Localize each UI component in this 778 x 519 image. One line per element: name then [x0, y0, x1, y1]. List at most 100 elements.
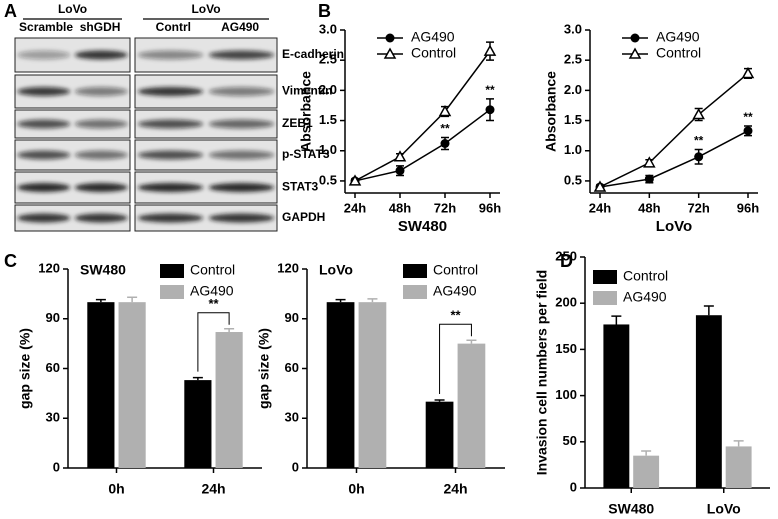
error-bar: [224, 327, 235, 333]
error-bar: [192, 376, 203, 381]
blot-band: [137, 87, 204, 96]
significance: **: [485, 83, 495, 97]
significance: **: [208, 296, 219, 311]
blot-band: [137, 213, 204, 223]
marker: [348, 174, 362, 186]
marker: [644, 174, 654, 184]
x-tick-label: 72h: [687, 200, 709, 215]
blot-group-label: LoVo: [191, 2, 220, 16]
error-bar: [367, 298, 378, 303]
x-tick-label: 96h: [479, 200, 501, 215]
y-tick-label: 0.5: [564, 172, 582, 187]
y-axis-label: Absorbance: [298, 71, 314, 152]
blot-group-label: LoVo: [58, 2, 87, 16]
chart-title: SW480: [80, 262, 126, 278]
y-tick-label: 200: [555, 295, 577, 310]
y-tick-label: 90: [285, 310, 299, 325]
marker: [743, 126, 753, 136]
error-bar: [127, 296, 138, 303]
significance: **: [450, 308, 461, 323]
marker: [395, 166, 405, 176]
error-bar: [703, 305, 714, 316]
marker: [741, 66, 755, 79]
y-tick-label: 250: [555, 248, 577, 263]
bar: [118, 302, 146, 468]
lane-label: Contrl: [156, 20, 191, 34]
marker: [628, 47, 642, 59]
y-tick-label: 60: [46, 360, 60, 375]
y-tick-label: 150: [555, 341, 577, 356]
y-tick-label: 30: [285, 410, 299, 425]
y-tick-label: 0: [570, 479, 577, 494]
blot-band: [137, 150, 204, 160]
x-tick-label: 24h: [589, 200, 611, 215]
legend-swatch: [160, 264, 184, 278]
blot-band: [74, 213, 128, 223]
marker: [393, 150, 407, 162]
significance: **: [440, 122, 450, 136]
bar: [725, 446, 752, 488]
protein-label: ZEB1: [282, 116, 313, 130]
y-tick-label: 90: [46, 310, 60, 325]
x-tick-label: SW480: [608, 501, 654, 517]
marker: [692, 107, 705, 120]
legend-swatch: [593, 291, 617, 305]
marker: [483, 44, 497, 56]
y-tick-label: 100: [555, 387, 577, 402]
significance-bracket: [197, 312, 230, 372]
x-tick-label: 48h: [638, 200, 660, 215]
x-tick-label: 96h: [737, 200, 759, 215]
x-tick-label: 0h: [108, 481, 124, 497]
marker: [593, 180, 607, 192]
panel-label: D: [560, 251, 573, 271]
y-tick-label: 1.0: [319, 142, 337, 157]
bar: [184, 380, 212, 468]
protein-label: GAPDH: [282, 210, 325, 224]
blot-band: [74, 183, 128, 192]
bar: [603, 324, 630, 488]
error-bar: [641, 450, 652, 456]
legend-label: Control: [623, 268, 668, 284]
y-tick-label: 2.5: [564, 52, 582, 67]
blot-band: [137, 50, 204, 60]
y-tick-label: 3.0: [319, 21, 337, 36]
error-bar: [466, 339, 477, 344]
blot-band: [137, 119, 204, 129]
error-bar: [335, 298, 346, 303]
blot-band: [208, 50, 275, 60]
bar: [358, 302, 387, 468]
protein-label: E-cadherin: [282, 47, 344, 61]
legend-swatch: [593, 270, 617, 284]
y-tick-label: 2.0: [564, 82, 582, 97]
marker: [385, 33, 395, 43]
y-axis-label: gap size (%): [17, 328, 33, 409]
blot-band: [74, 119, 128, 129]
legend-swatch: [403, 285, 427, 299]
x-axis-label: SW480: [398, 218, 447, 235]
x-tick-label: 24h: [201, 481, 225, 497]
y-tick-label: 120: [38, 260, 60, 275]
blot-band: [208, 213, 275, 223]
blot-band: [208, 87, 275, 96]
series-line: [354, 50, 491, 182]
x-tick-label: 48h: [389, 200, 411, 215]
marker: [438, 104, 452, 117]
blot-band: [74, 150, 128, 160]
protein-label: STAT3: [282, 180, 319, 194]
marker: [694, 152, 704, 162]
blot-band: [17, 50, 71, 60]
y-tick-label: 0: [292, 459, 299, 474]
legend-label: AG490: [411, 29, 455, 45]
marker: [643, 156, 656, 168]
significance: **: [694, 134, 704, 148]
blot-band: [208, 183, 275, 192]
legend-swatch: [403, 264, 427, 278]
bar: [633, 455, 660, 488]
legend-label: Control: [190, 262, 235, 278]
panel-label: C: [4, 251, 17, 271]
legend-label: AG490: [433, 283, 477, 299]
legend-label: Control: [656, 45, 701, 61]
legend-label: Control: [433, 262, 478, 278]
x-tick-label: 72h: [434, 200, 456, 215]
